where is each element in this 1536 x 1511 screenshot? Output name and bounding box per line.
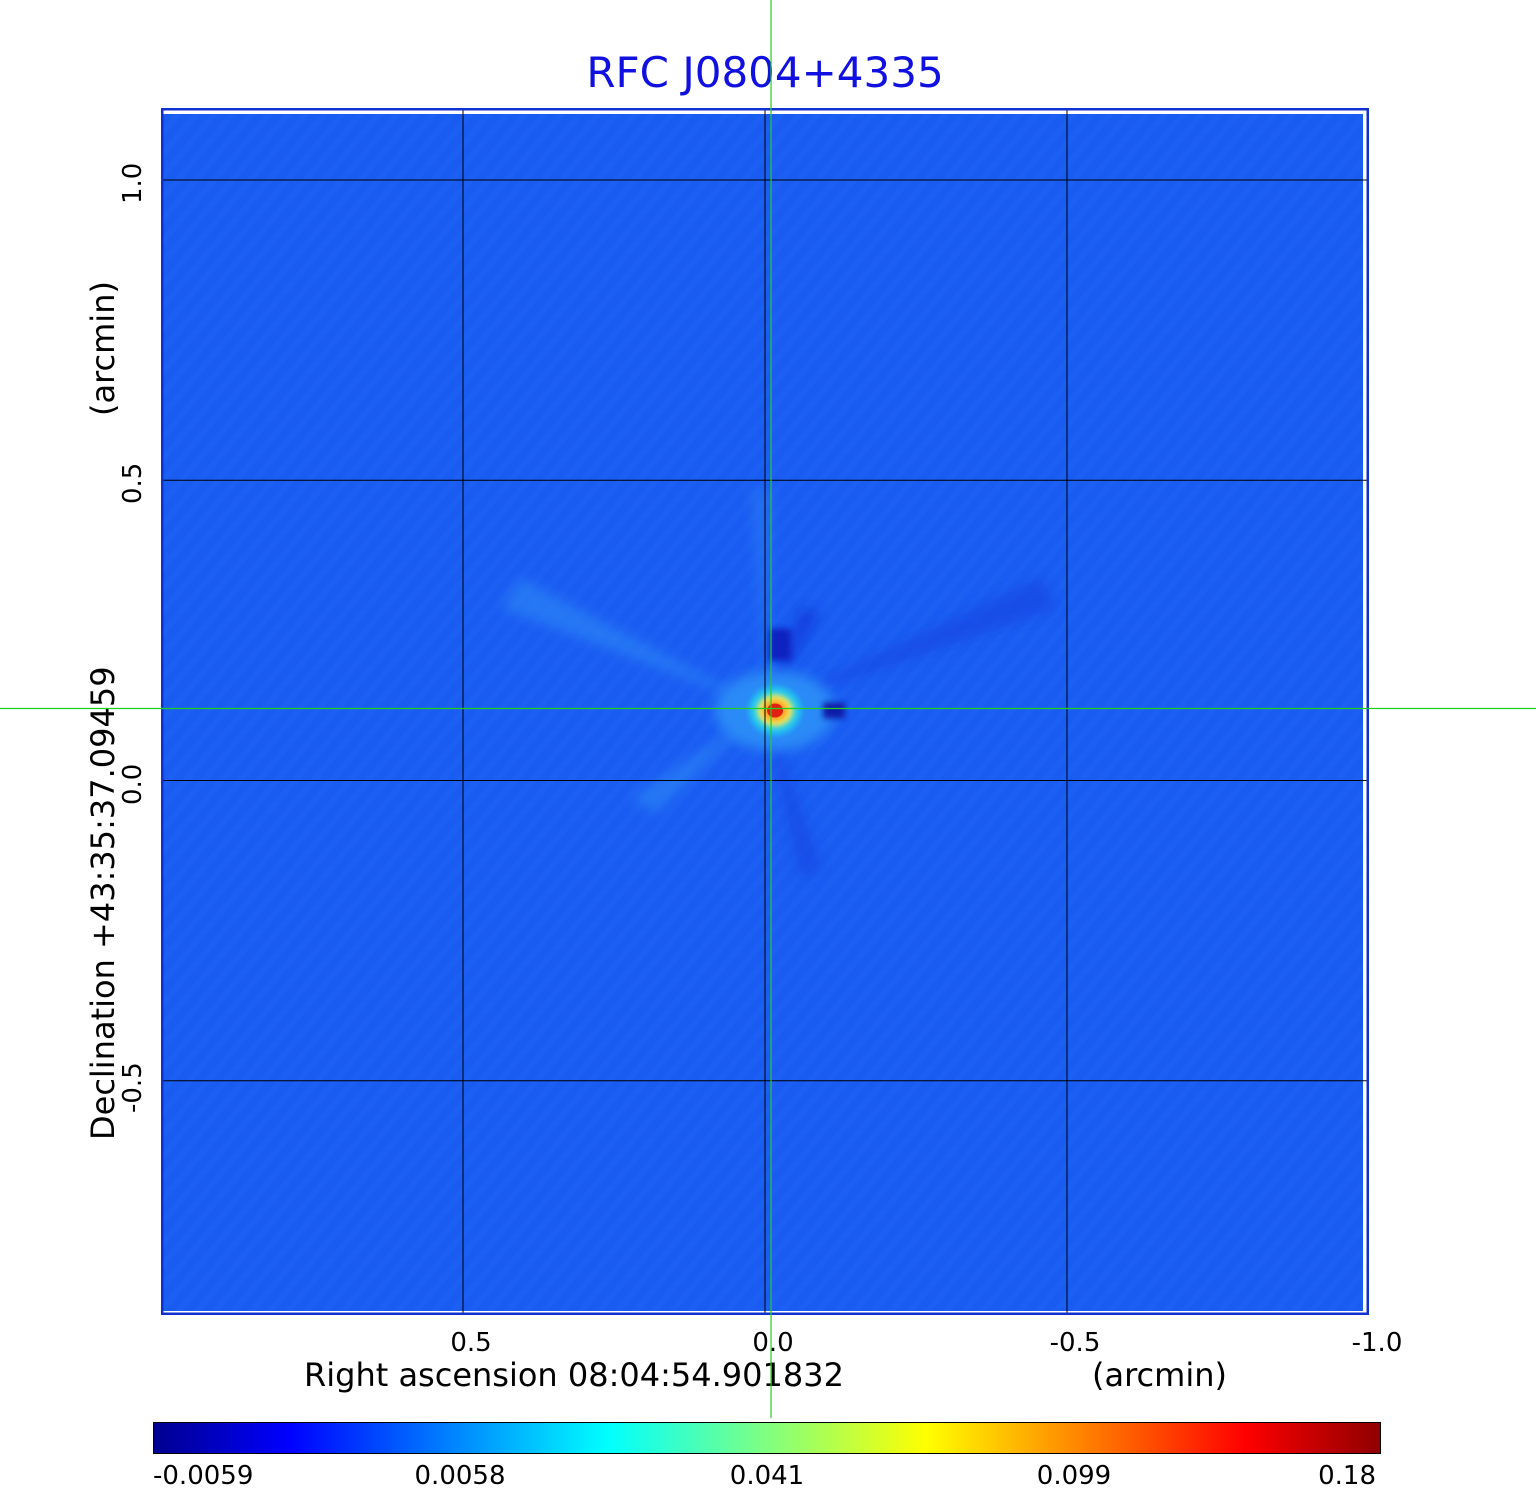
y-axis-label: Declination +43:35:37.09459 <box>84 666 122 1140</box>
negative-sidelobe-north <box>769 628 792 661</box>
x-tick-label-3: -1.0 <box>1351 1328 1403 1358</box>
y-tick-label-3: -0.5 <box>118 1062 148 1113</box>
negative-sidelobe <box>823 702 846 719</box>
y-axis-unit: (arcmin) <box>84 281 122 416</box>
y-tick-label-2: 0.0 <box>118 763 148 805</box>
colorbar-tick-label-2: 0.041 <box>729 1461 805 1491</box>
y-tick-label-1: 0.5 <box>118 462 148 505</box>
x-tick-label-2: -0.5 <box>1049 1328 1101 1358</box>
x-axis-label: Right ascension 08:04:54.901832 <box>304 1356 844 1394</box>
map-frame <box>161 108 1369 1315</box>
x-tick-label-1: 0.0 <box>752 1328 794 1358</box>
coordinate-grid <box>161 108 1369 1315</box>
colorbar <box>153 1422 1381 1454</box>
colorbar-tick-label-4: 0.18 <box>1318 1461 1376 1491</box>
source-core <box>767 703 784 718</box>
source-blob <box>715 628 846 751</box>
colorbar-tick-label-0: -0.0059 <box>153 1461 254 1491</box>
image-plot-area <box>161 108 1369 1315</box>
intensity-map <box>161 108 1369 1315</box>
colorbar-tick-label-3: 0.099 <box>1036 1461 1112 1491</box>
x-tick-label-0: 0.5 <box>450 1328 492 1358</box>
sidelobe-streaks <box>501 488 1056 878</box>
y-tick-label-0: 1.0 <box>118 162 148 205</box>
chart-title: RFC J0804+4335 <box>586 48 944 97</box>
x-axis-unit: (arcmin) <box>1092 1356 1227 1394</box>
colorbar-tick-label-1: 0.0058 <box>414 1461 506 1491</box>
